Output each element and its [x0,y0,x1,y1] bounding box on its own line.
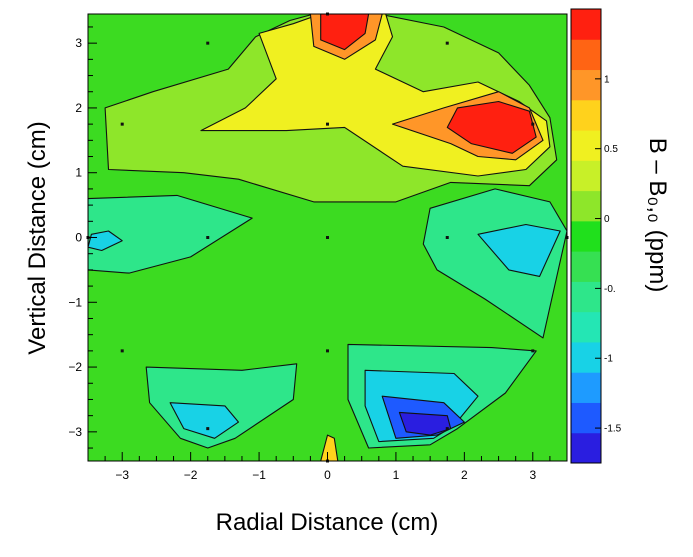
colorbar-band [571,39,601,71]
colorbar-band [571,251,601,282]
colorbar-frame [570,8,602,464]
x-tick-label: 3 [529,468,536,482]
colorbar-band [571,130,601,161]
measurement-point [120,349,124,353]
x-tick-label: −1 [252,468,266,482]
measurement-point [206,427,210,431]
measurement-point [326,122,329,126]
y-tick-label: 3 [75,36,82,50]
contour-region [88,194,253,274]
measurement-point [326,236,329,239]
colorbar-band [571,311,601,343]
measurement-point [445,236,449,239]
colorbar-band [571,341,601,373]
x-tick-label: −3 [115,468,129,482]
contour-region [88,230,123,252]
colorbar-title: B – B₀,₀ (ppm) [644,138,671,293]
colorbar-band [571,402,601,434]
x-axis-ticks: −3 −2 −1 0 1 2 3 [87,452,568,482]
colorbar-band [571,69,601,101]
contour-region [169,402,240,439]
measurement-point [206,236,210,239]
contour-region [320,434,339,461]
colorbar-band [571,432,601,464]
contour-region [320,14,370,51]
colorbar-tick-label: -1 [604,354,613,365]
measurement-point [206,41,210,45]
x-tick-label: 0 [324,468,331,482]
colorbar-tick-label: 1 [604,74,610,85]
colorbar-tick-label: 0 [604,214,610,225]
colorbar-band [571,9,601,40]
y-axis-title: Vertical Distance (cm) [24,121,51,354]
x-tick-label: −2 [184,468,198,482]
y-axis-ticks: −3 −2 −1 0 1 2 3 [68,26,97,449]
colorbar-band [571,190,601,222]
y-tick-label: 2 [75,101,82,115]
y-tick-label: −3 [68,425,82,439]
colorbar-tick-label: -1.5 [604,424,622,435]
colorbar-band [571,99,601,131]
colorbar: -1.5 -1 -0. 0 0.5 1 [570,8,622,464]
x-axis-title: Radial Distance (cm) [216,509,439,536]
colorbar-band [571,220,601,252]
measurement-point [531,349,535,353]
colorbar-band [571,372,601,403]
colorbar-tick-label: 0.5 [604,144,618,155]
measurement-point [445,41,449,45]
colorbar-band [571,281,601,313]
colorbar-tick-label: -0. [604,284,616,295]
measurement-point [445,427,449,431]
x-tick-label: 1 [393,468,400,482]
measurement-point [326,349,329,353]
contour-region [398,411,452,436]
y-tick-label: −2 [68,360,82,374]
y-tick-label: −1 [68,295,82,309]
contour-region [477,223,561,277]
measurement-point [120,122,124,126]
contour-regions [88,14,567,461]
y-tick-label: 1 [75,166,82,180]
contour-region [446,100,537,154]
measurement-point [531,122,535,126]
y-tick-label: 0 [75,231,82,245]
x-tick-label: 2 [461,468,468,482]
colorbar-band [571,160,601,192]
